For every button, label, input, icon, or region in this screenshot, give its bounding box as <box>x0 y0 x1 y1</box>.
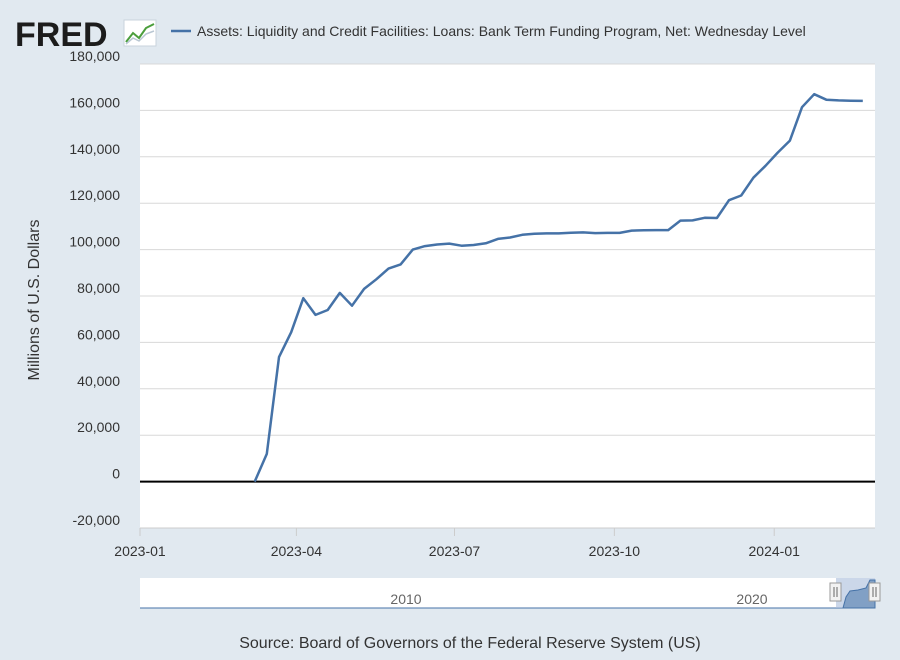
header: FRED Assets: Liquidity and Credit Facili… <box>15 16 806 54</box>
navigator-label-2010: 2010 <box>390 591 421 607</box>
x-tick-label: 2023-07 <box>429 543 481 559</box>
x-tick-label: 2023-01 <box>114 543 166 559</box>
y-tick-label: 160,000 <box>69 94 120 110</box>
y-tick-label: 180,000 <box>69 48 120 64</box>
y-axis-ticks: -20,000 0 20,000 40,000 60,000 80,000 100,000 1… <box>69 48 120 528</box>
legend-label[interactable]: Assets: Liquidity and Credit Facilities:… <box>197 23 806 39</box>
navigator-right-handle[interactable] <box>868 582 881 602</box>
y-tick-label: 40,000 <box>77 373 120 389</box>
grid-lines <box>140 63 875 529</box>
y-tick-label: 0 <box>112 466 120 482</box>
navigator[interactable]: 2010 2020 <box>140 578 881 609</box>
y-tick-label: 20,000 <box>77 419 120 435</box>
series-line[interactable] <box>253 92 863 483</box>
y-tick-label: 100,000 <box>69 234 120 250</box>
x-tick-label: 2023-04 <box>271 543 323 559</box>
y-tick-label: 120,000 <box>69 187 120 203</box>
x-axis-ticks: 2023-01 2023-04 2023-07 2023-10 2024-01 <box>114 528 800 559</box>
y-tick-label: 80,000 <box>77 280 120 296</box>
navigator-track <box>140 578 875 608</box>
fred-logo[interactable]: FRED <box>15 16 108 54</box>
y-tick-label: 140,000 <box>69 141 120 157</box>
navigator-label-2020: 2020 <box>736 591 767 607</box>
y-axis-title: Millions of U.S. Dollars <box>26 220 43 381</box>
x-tick-label: 2024-01 <box>749 543 801 559</box>
y-tick-label: -20,000 <box>73 512 121 528</box>
line-chart-icon <box>123 19 157 47</box>
y-tick-label: 60,000 <box>77 326 120 342</box>
source-caption: Source: Board of Governors of the Federa… <box>239 635 701 652</box>
navigator-left-handle[interactable] <box>829 582 842 602</box>
x-tick-label: 2023-10 <box>589 543 641 559</box>
